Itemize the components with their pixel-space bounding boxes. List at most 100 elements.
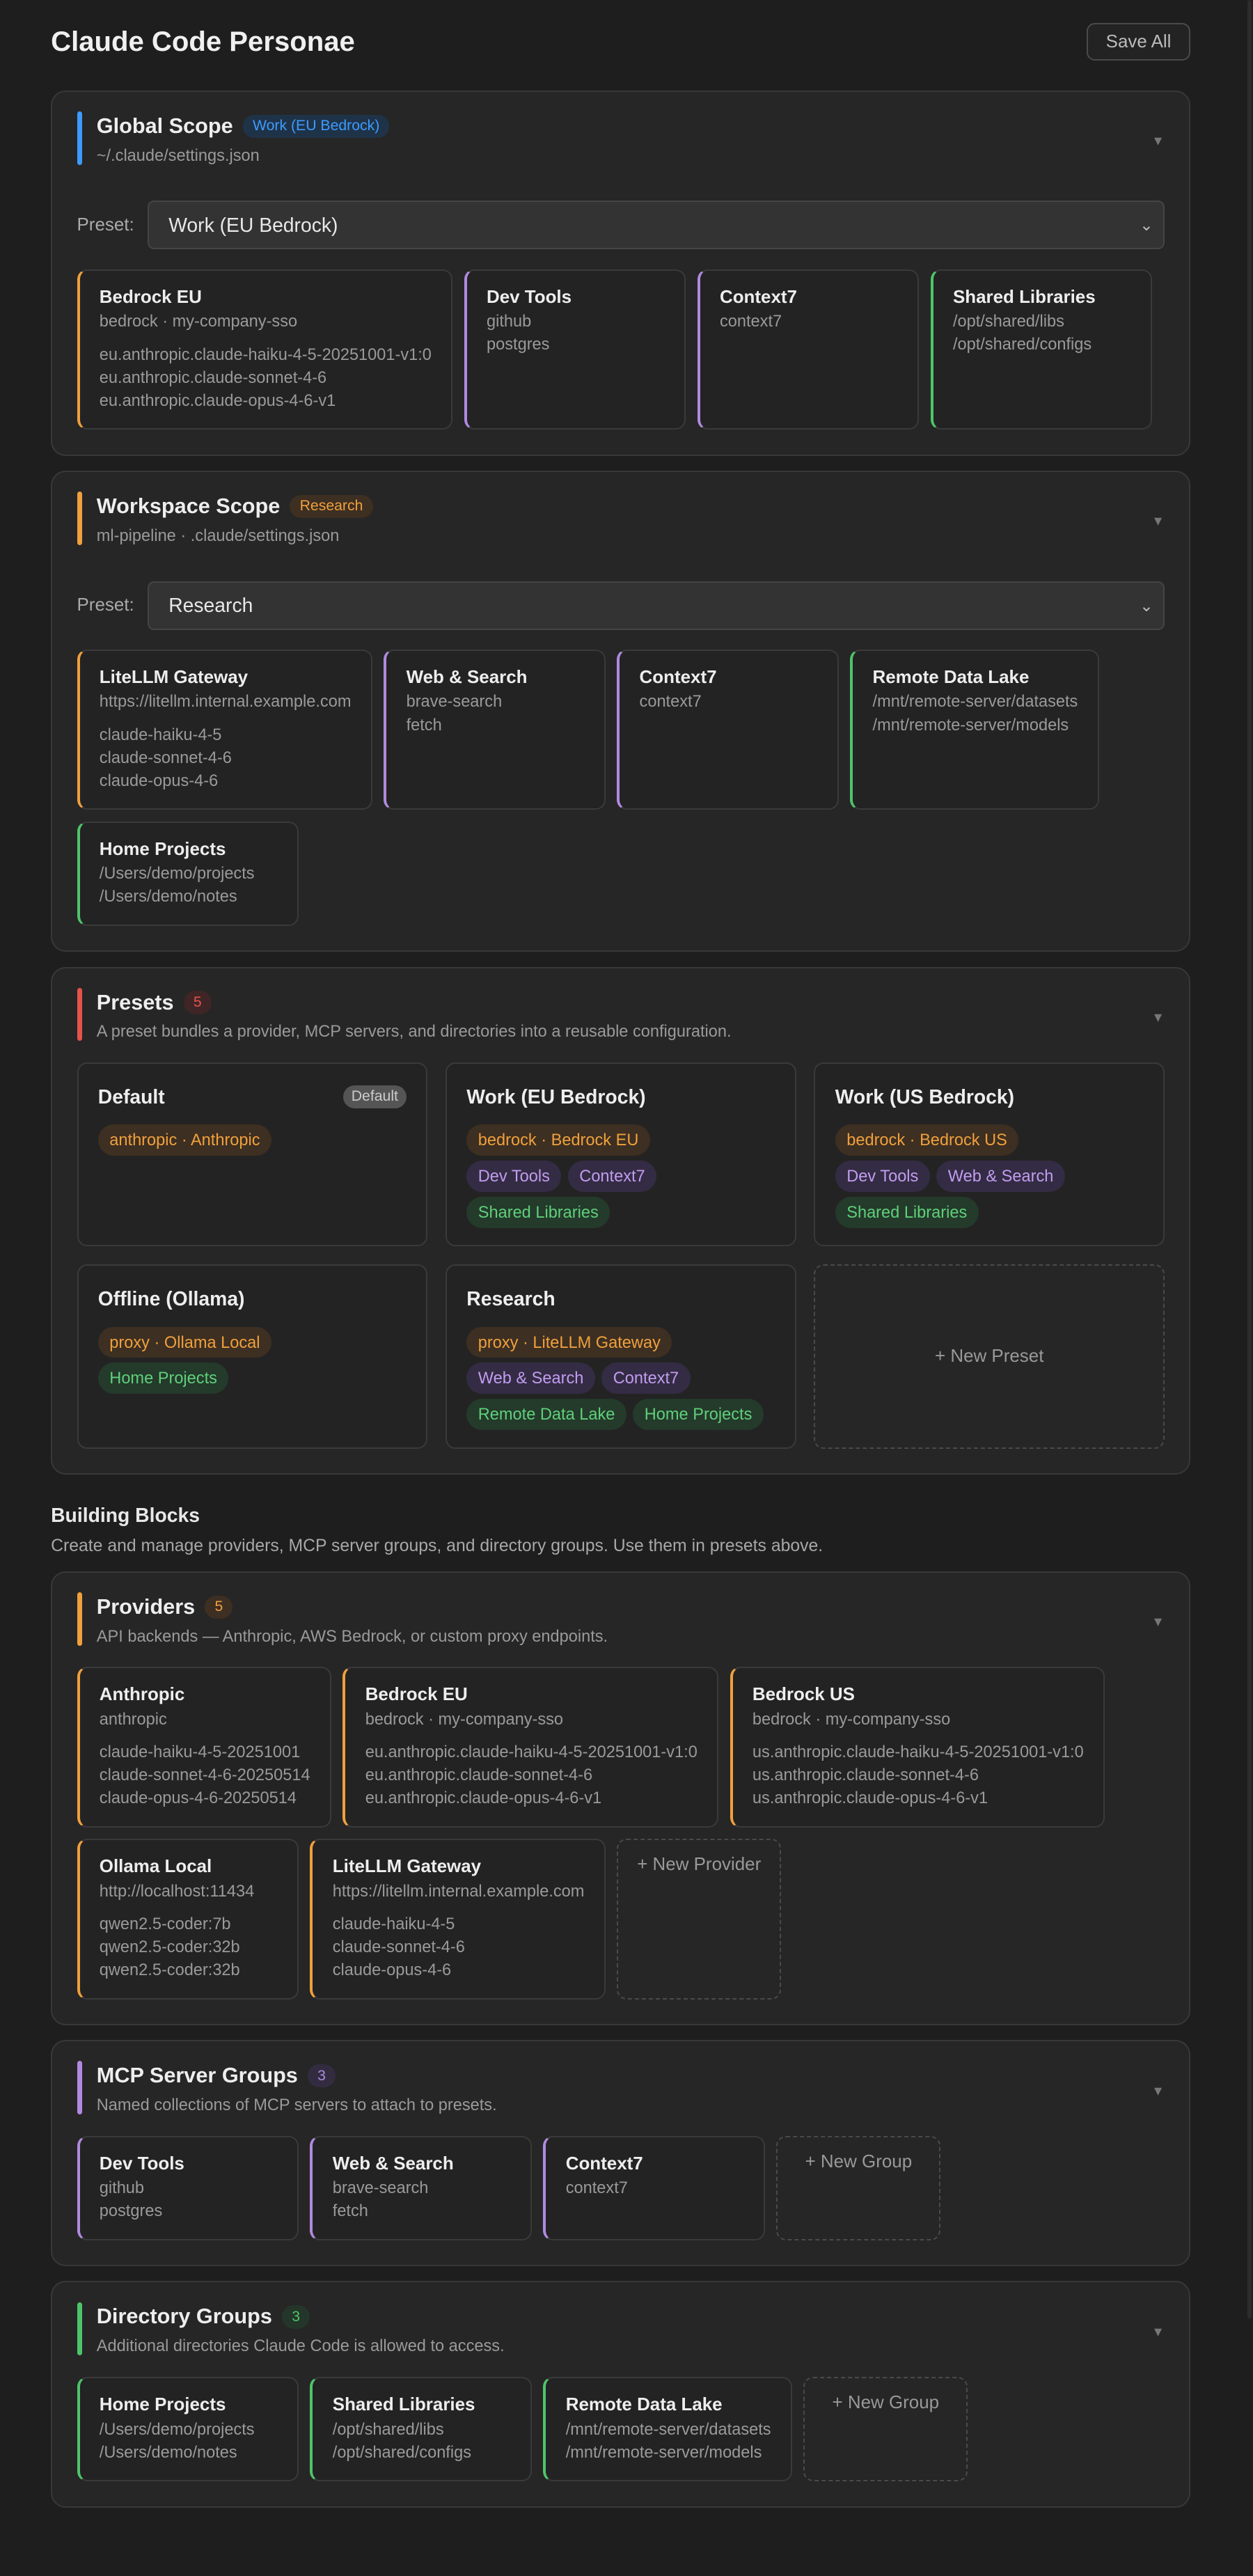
provider-card[interactable]: Bedrock EU bedrock · my-company-sso eu.ant… bbox=[77, 269, 453, 430]
dirs-section: Directory Groups 3 Additional directories … bbox=[51, 2281, 1191, 2508]
dir-chip: Shared Libraries bbox=[466, 1197, 610, 1228]
mcp-chip: Web & Search bbox=[466, 1362, 595, 1395]
preset-name: Default bbox=[97, 1085, 165, 1108]
building-blocks: Providers 5 API backends — Anthropic, AWS … bbox=[51, 1571, 1191, 2508]
collapse-triangle-icon[interactable]: ▼ bbox=[1151, 1010, 1165, 1025]
card-title: Shared Libraries bbox=[952, 287, 1096, 307]
collapse-triangle-icon[interactable]: ▼ bbox=[1151, 2083, 1165, 2098]
scope-section-workspace-scope: Workspace Scope Research ml-pipeline · .cl… bbox=[51, 470, 1191, 952]
section-title: Global Scope bbox=[96, 113, 233, 138]
accent-bar bbox=[77, 2302, 82, 2356]
preset-select[interactable]: Research ⌄ bbox=[147, 581, 1165, 630]
dir-card[interactable]: Shared Libraries/opt/shared/libs/opt/sha… bbox=[930, 269, 1153, 430]
preset-card[interactable]: Offline (Ollama) proxy · Ollama Local Home… bbox=[77, 1264, 428, 1449]
save-all-button[interactable]: Save All bbox=[1086, 23, 1191, 61]
new-provider-button[interactable]: + New Provider bbox=[617, 1839, 782, 2000]
chip-row: anthropic · Anthropic bbox=[97, 1124, 407, 1156]
card-line: us.anthropic.claude-opus-4-6-v1 bbox=[752, 1789, 988, 1807]
card-line: claude-opus-4-6-20250514 bbox=[99, 1789, 297, 1807]
collapse-triangle-icon[interactable]: ▼ bbox=[1151, 1614, 1165, 1629]
provider-chip: proxy · Ollama Local bbox=[97, 1326, 272, 1358]
mcp-card[interactable]: Dev Tools github postgres bbox=[464, 269, 686, 430]
card-line: /Users/demo/notes bbox=[99, 2442, 237, 2461]
preset-badge: Research bbox=[290, 494, 373, 519]
preset-card[interactable]: Default Default anthropic · Anthropic bbox=[77, 1062, 428, 1247]
card-line: /mnt/remote-server/models bbox=[565, 2442, 762, 2461]
providers-section: Providers 5 API backends — Anthropic, AWS … bbox=[51, 1571, 1191, 2025]
mcp-card[interactable]: Context7 context7 bbox=[543, 2135, 765, 2240]
page: Claude Code Personae Save All Global Sco… bbox=[51, 0, 1191, 2508]
card-subtitle: bedrock · my-company-sso bbox=[99, 312, 298, 331]
mcp-card[interactable]: Dev Tools github postgres bbox=[77, 2135, 299, 2240]
card-line: /Users/demo/projects bbox=[99, 2419, 255, 2438]
provider-card[interactable]: LiteLLM Gateway https://litellm.internal.… bbox=[310, 1839, 606, 2000]
section-title-row: Providers 5 bbox=[97, 1592, 608, 1621]
card-line: github bbox=[487, 312, 532, 331]
new-dir-button[interactable]: + New Group bbox=[803, 2376, 968, 2482]
section-header-text: Presets 5 A preset bundles a provider, MCP… bbox=[97, 988, 732, 1042]
provider-card[interactable]: Bedrock US bedrock · my-company-sso us.ant… bbox=[730, 1667, 1105, 1828]
mcp-card[interactable]: Web & Search brave-search fetch bbox=[384, 649, 606, 810]
card-line: us.anthropic.claude-haiku-4-5-20251001-v… bbox=[752, 1742, 1084, 1761]
card-line: eu.anthropic.claude-sonnet-4-6 bbox=[365, 1765, 593, 1784]
card-title: LiteLLM Gateway bbox=[332, 1857, 482, 1877]
card-title: Web & Search bbox=[406, 668, 528, 688]
top-bar: Claude Code Personae Save All bbox=[51, 0, 1191, 61]
chip-row: Shared Libraries bbox=[466, 1197, 775, 1228]
page-scrollbar[interactable] bbox=[1247, 0, 1252, 2318]
dir-card[interactable]: Home Projects/Users/demo/projects/Users/… bbox=[77, 2376, 299, 2482]
dir-card[interactable]: Remote Data Lake/mnt/remote-server/datas… bbox=[543, 2376, 792, 2482]
section-header-text: Workspace Scope Research ml-pipeline · .cl… bbox=[97, 492, 373, 545]
dirs-cards: Home Projects/Users/demo/projects/Users/… bbox=[77, 2376, 1165, 2482]
preset-name: Work (US Bedrock) bbox=[835, 1085, 1015, 1108]
provider-chip: proxy · LiteLLM Gateway bbox=[466, 1326, 672, 1358]
provider-card[interactable]: Ollama Local http://localhost:11434 qwen2.… bbox=[77, 1839, 299, 2000]
preset-select[interactable]: Work (EU Bedrock) ⌄ bbox=[147, 201, 1165, 250]
dir-card[interactable]: Home Projects/Users/demo/projects/Users/… bbox=[77, 821, 299, 927]
card-title: Bedrock EU bbox=[99, 287, 202, 307]
new-preset-button[interactable]: + New Preset bbox=[814, 1264, 1165, 1449]
mcp-card[interactable]: Web & Search brave-search fetch bbox=[310, 2135, 532, 2240]
scope-items: LiteLLM Gateway https://litellm.internal.… bbox=[77, 649, 1165, 927]
section-description: Additional directories Claude Code is al… bbox=[96, 2337, 505, 2355]
preset-row: Preset: Work (EU Bedrock) ⌄ bbox=[77, 201, 1165, 250]
provider-chip: bedrock · Bedrock US bbox=[835, 1124, 1019, 1156]
preset-select-value: Research bbox=[168, 594, 253, 617]
card-title: Context7 bbox=[565, 2153, 643, 2174]
collapse-triangle-icon[interactable]: ▼ bbox=[1151, 133, 1165, 148]
mcp-card[interactable]: Context7 context7 bbox=[697, 269, 920, 430]
default-badge: Default bbox=[342, 1085, 407, 1108]
card-line: claude-sonnet-4-6-20250514 bbox=[99, 1765, 310, 1784]
collapse-triangle-icon[interactable]: ▼ bbox=[1151, 2324, 1165, 2339]
mcp-cards: Dev Tools github postgres Web & Search brave… bbox=[77, 2135, 1165, 2240]
provider-chip: anthropic · Anthropic bbox=[97, 1124, 272, 1156]
dir-card[interactable]: Shared Libraries/opt/shared/libs/opt/sha… bbox=[310, 2376, 532, 2482]
card-title: Home Projects bbox=[99, 2395, 226, 2415]
building-blocks-description: Create and manage providers, MCP server … bbox=[51, 1537, 823, 1556]
preset-card-header: Default Default bbox=[98, 1083, 407, 1110]
accent-bar bbox=[77, 2061, 82, 2114]
section-title: Presets bbox=[96, 990, 174, 1014]
mcp-section: MCP Server Groups 3 Named collections of M… bbox=[51, 2040, 1191, 2267]
preset-card[interactable]: Work (US Bedrock) bedrock · Bedrock US Dev… bbox=[814, 1062, 1165, 1247]
preset-row: Preset: Research ⌄ bbox=[77, 581, 1165, 630]
card-line: /mnt/remote-server/datasets bbox=[565, 2419, 771, 2438]
card-line: /opt/shared/libs bbox=[952, 312, 1064, 331]
preset-card[interactable]: Research proxy · LiteLLM Gateway Web & Sea… bbox=[445, 1264, 796, 1449]
chip-row: Shared Libraries bbox=[835, 1197, 1144, 1228]
dir-card[interactable]: Remote Data Lake/mnt/remote-server/datas… bbox=[850, 649, 1099, 810]
collapse-triangle-icon[interactable]: ▼ bbox=[1151, 513, 1165, 528]
preset-card-header: Work (EU Bedrock) bbox=[466, 1083, 775, 1110]
provider-card[interactable]: LiteLLM Gateway https://litellm.internal.… bbox=[77, 649, 372, 810]
chevron-down-icon: ⌄ bbox=[1140, 596, 1153, 615]
new-mcp-button[interactable]: + New Group bbox=[776, 2135, 941, 2240]
chip-row: proxy · Ollama Local bbox=[97, 1326, 407, 1358]
section-title: Directory Groups bbox=[96, 2304, 272, 2329]
card-line: eu.anthropic.claude-opus-4-6-v1 bbox=[365, 1789, 602, 1807]
chip-row: bedrock · Bedrock EU bbox=[466, 1124, 775, 1156]
mcp-card[interactable]: Context7 context7 bbox=[617, 649, 839, 810]
provider-card[interactable]: Anthropic anthropic claude-haiku-4-5-20251… bbox=[77, 1667, 331, 1828]
preset-card[interactable]: Work (EU Bedrock) bedrock · Bedrock EU Dev… bbox=[445, 1062, 796, 1247]
provider-card[interactable]: Bedrock EU bedrock · my-company-sso eu.ant… bbox=[342, 1667, 719, 1828]
chip-row: Dev Tools Context7 bbox=[466, 1161, 775, 1193]
